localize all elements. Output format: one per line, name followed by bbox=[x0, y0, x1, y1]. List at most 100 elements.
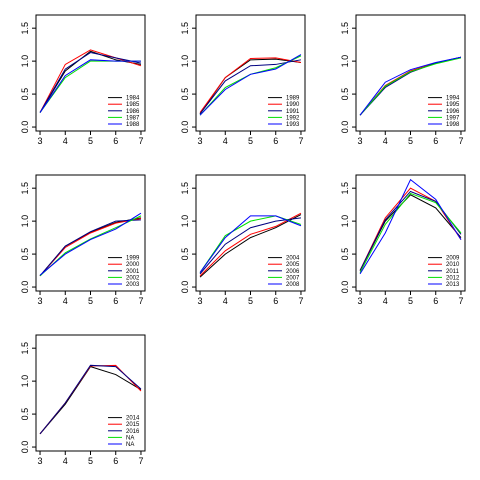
x-tick-label: 6 bbox=[433, 296, 438, 306]
x-tick-label: 7 bbox=[458, 296, 463, 306]
x-tick-label: 4 bbox=[383, 296, 388, 306]
x-tick-label: 3 bbox=[38, 136, 43, 146]
legend-label: NA bbox=[126, 435, 134, 441]
legend-label: 2000 bbox=[126, 262, 140, 268]
y-tick-label: 1.5 bbox=[20, 342, 30, 355]
x-tick-label: 7 bbox=[298, 296, 303, 306]
legend-label: 2009 bbox=[446, 256, 460, 262]
series-line bbox=[39, 212, 142, 276]
y-tick-label: 1.5 bbox=[340, 182, 350, 195]
legend-label: 1986 bbox=[126, 109, 140, 115]
x-tick-label: 7 bbox=[138, 456, 143, 466]
y-tick-label: 1.0 bbox=[180, 55, 190, 68]
y-tick-label: 1.0 bbox=[180, 215, 190, 228]
x-tick-label: 6 bbox=[273, 296, 278, 306]
series-line bbox=[199, 59, 302, 115]
y-tick-label: 1.5 bbox=[180, 22, 190, 35]
series-line bbox=[39, 218, 142, 277]
legend-label: 1999 bbox=[126, 256, 140, 262]
legend-label: 1988 bbox=[126, 122, 140, 128]
series-line bbox=[199, 54, 302, 116]
legend-label: 2003 bbox=[126, 282, 140, 288]
legend-label: 1987 bbox=[126, 115, 140, 121]
y-tick-label: 0.0 bbox=[340, 281, 350, 294]
y-tick-label: 0.0 bbox=[20, 281, 30, 294]
series-line bbox=[199, 212, 302, 277]
y-tick-label: 0.5 bbox=[340, 88, 350, 101]
legend-label: 1992 bbox=[286, 115, 300, 121]
x-tick-label: 3 bbox=[198, 296, 203, 306]
x-tick-label: 7 bbox=[298, 136, 303, 146]
legend-label: 1997 bbox=[446, 115, 460, 121]
legend-label: 1990 bbox=[286, 102, 300, 108]
y-tick-label: 0.5 bbox=[20, 248, 30, 261]
y-tick-label: 0.0 bbox=[340, 121, 350, 134]
series-line bbox=[39, 219, 141, 277]
series-line bbox=[199, 217, 302, 275]
legend-label: 2005 bbox=[286, 262, 300, 268]
legend-label: 2002 bbox=[126, 275, 140, 281]
y-tick-label: 0.0 bbox=[20, 441, 30, 454]
y-tick-label: 1.0 bbox=[340, 55, 350, 68]
x-tick-label: 4 bbox=[63, 456, 68, 466]
legend-label: 1996 bbox=[446, 109, 460, 115]
y-tick-label: 1.5 bbox=[20, 22, 30, 35]
series-line bbox=[39, 49, 142, 113]
legend-label: 2007 bbox=[286, 275, 300, 281]
legend-label: 2001 bbox=[126, 269, 140, 275]
series-line bbox=[39, 364, 142, 435]
x-tick-label: 3 bbox=[38, 456, 43, 466]
y-tick-label: 0.5 bbox=[340, 248, 350, 261]
y-tick-label: 1.0 bbox=[20, 55, 30, 68]
legend-label: 2012 bbox=[446, 275, 460, 281]
y-tick-label: 0.5 bbox=[20, 88, 30, 101]
legend-label: 2006 bbox=[286, 269, 300, 275]
x-tick-label: 3 bbox=[38, 296, 43, 306]
y-tick-label: 1.5 bbox=[340, 22, 350, 35]
legend-label: 1998 bbox=[446, 122, 460, 128]
x-tick-label: 7 bbox=[458, 136, 463, 146]
legend-label: 2010 bbox=[446, 262, 460, 268]
x-tick-label: 7 bbox=[138, 136, 143, 146]
y-tick-label: 0.5 bbox=[180, 248, 190, 261]
series-line bbox=[359, 187, 462, 271]
x-tick-label: 5 bbox=[88, 456, 93, 466]
series-line bbox=[359, 56, 462, 116]
y-tick-label: 0.5 bbox=[20, 408, 30, 421]
series-line bbox=[39, 52, 142, 113]
legend-label: 1985 bbox=[126, 102, 140, 108]
x-tick-label: 6 bbox=[113, 136, 118, 146]
series-line bbox=[199, 215, 302, 273]
legend-label: 2013 bbox=[446, 282, 460, 288]
x-tick-label: 6 bbox=[433, 136, 438, 146]
legend-label: 1994 bbox=[446, 96, 460, 102]
legend-label: 1993 bbox=[286, 122, 300, 128]
y-tick-label: 1.0 bbox=[20, 215, 30, 228]
legend-label: 1995 bbox=[446, 102, 460, 108]
y-tick-label: 0.0 bbox=[180, 281, 190, 294]
x-tick-label: 4 bbox=[223, 296, 228, 306]
x-tick-label: 5 bbox=[88, 296, 93, 306]
y-tick-label: 1.0 bbox=[340, 215, 350, 228]
legend-label: 1989 bbox=[286, 96, 300, 102]
legend-label: 2014 bbox=[126, 416, 140, 422]
x-tick-label: 5 bbox=[408, 296, 413, 306]
y-tick-label: 0.5 bbox=[180, 88, 190, 101]
series-line bbox=[359, 178, 462, 275]
y-tick-label: 1.5 bbox=[20, 182, 30, 195]
legend-label: 2015 bbox=[126, 422, 140, 428]
x-tick-label: 3 bbox=[358, 296, 363, 306]
x-tick-label: 5 bbox=[408, 136, 413, 146]
x-tick-label: 5 bbox=[88, 136, 93, 146]
x-tick-label: 4 bbox=[383, 136, 388, 146]
y-tick-label: 1.0 bbox=[20, 375, 30, 388]
y-tick-label: 0.0 bbox=[180, 121, 190, 134]
legend-label: 1984 bbox=[126, 96, 140, 102]
x-tick-label: 4 bbox=[63, 296, 68, 306]
x-tick-label: 4 bbox=[223, 136, 228, 146]
x-tick-label: 6 bbox=[113, 296, 118, 306]
legend-label: 1991 bbox=[286, 109, 300, 115]
y-tick-label: 1.5 bbox=[180, 182, 190, 195]
legend-label: NA bbox=[126, 442, 134, 448]
